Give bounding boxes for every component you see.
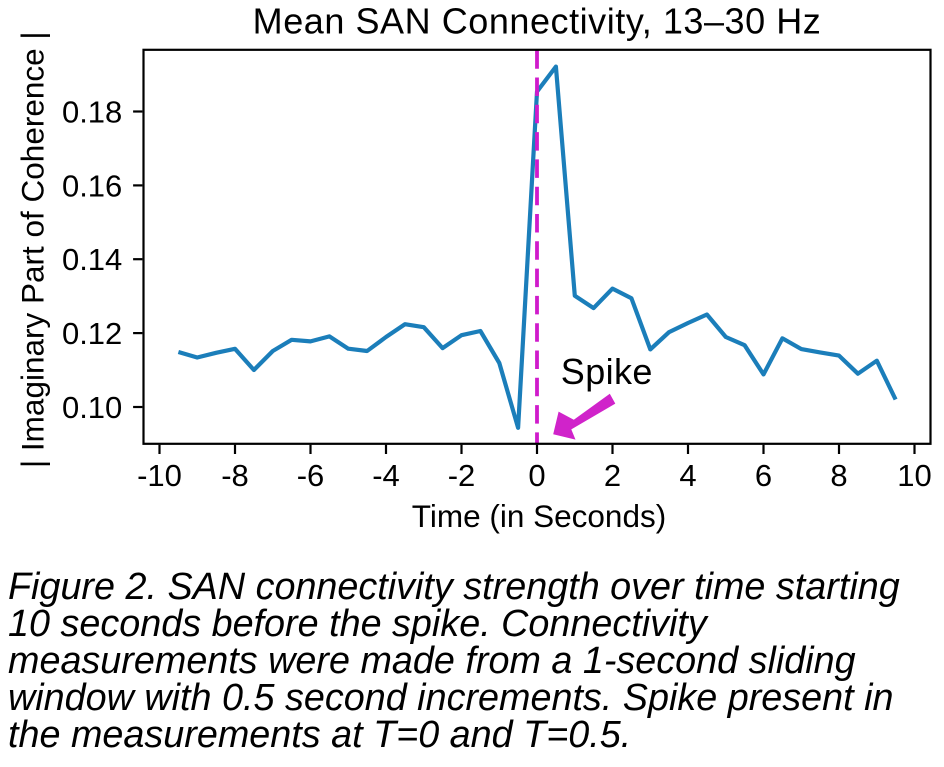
svg-text:the measurements at T=0 and T=: the measurements at T=0 and T=0.5. xyxy=(8,713,631,755)
svg-text:window with 0.5 second increme: window with 0.5 second increments. Spike… xyxy=(8,676,894,718)
svg-text:-10: -10 xyxy=(137,458,182,493)
svg-text:2: 2 xyxy=(604,458,621,493)
svg-text:Figure 2. SAN connectivity str: Figure 2. SAN connectivity strength over… xyxy=(8,565,900,607)
svg-text:-2: -2 xyxy=(448,458,476,493)
svg-text:10: 10 xyxy=(897,458,931,493)
svg-text:0.16: 0.16 xyxy=(62,168,122,203)
svg-text:0.10: 0.10 xyxy=(62,390,122,425)
svg-text:6: 6 xyxy=(755,458,772,493)
svg-text:0.14: 0.14 xyxy=(62,242,122,277)
svg-text:10 seconds before the spike. C: 10 seconds before the spike. Connectivit… xyxy=(8,602,709,644)
svg-text:Time (in Seconds): Time (in Seconds) xyxy=(412,498,666,534)
svg-text:0.18: 0.18 xyxy=(62,95,122,130)
svg-text:Mean SAN Connectivity, 13–30 H: Mean SAN Connectivity, 13–30 Hz xyxy=(253,1,822,42)
svg-text:0.12: 0.12 xyxy=(62,316,122,351)
svg-text:0: 0 xyxy=(528,458,545,493)
svg-text:8: 8 xyxy=(830,458,847,493)
svg-text:Spike: Spike xyxy=(561,351,653,392)
svg-text:-4: -4 xyxy=(372,458,400,493)
svg-text:-6: -6 xyxy=(297,458,325,493)
svg-text:measurements were made from a: measurements were made from a 1-second s… xyxy=(8,639,856,681)
svg-text:-8: -8 xyxy=(221,458,249,493)
svg-text:| Imaginary Part of Coherence: | Imaginary Part of Coherence | xyxy=(15,31,51,468)
svg-text:4: 4 xyxy=(679,458,696,493)
